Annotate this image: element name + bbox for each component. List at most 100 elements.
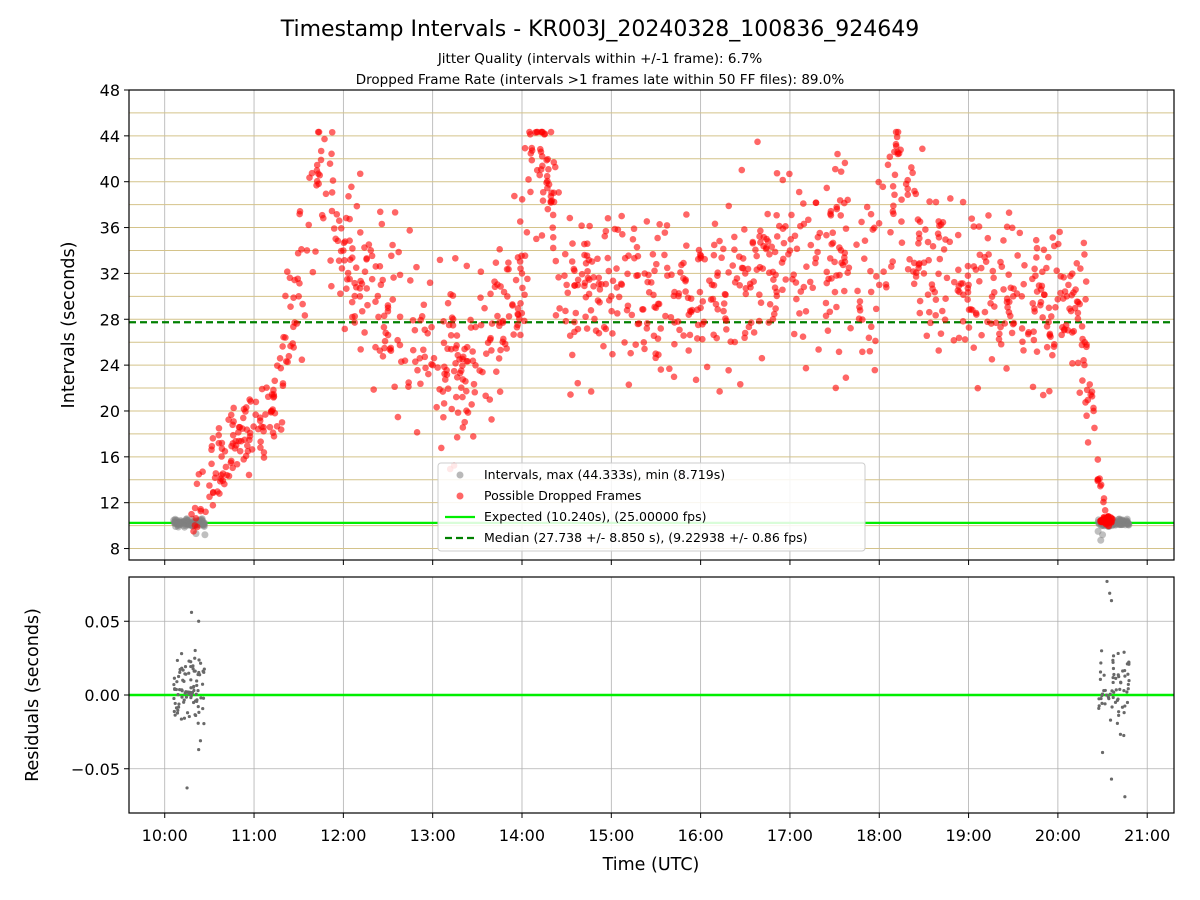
dropped-frame-point-1030: [568, 258, 576, 265]
dropped-frame-point-1026: [828, 240, 835, 248]
dropped-frame-point-895: [406, 227, 414, 234]
dropped-frame-point-556: [764, 238, 772, 245]
residual-point-165: [1100, 750, 1105, 755]
dropped-frame-point-1138: [822, 299, 830, 307]
dropped-frame-point-1032: [464, 409, 472, 416]
dropped-frame-point-914: [287, 342, 294, 350]
dropped-frame-point-1128: [247, 398, 254, 405]
dropped-frame-point-373: [191, 504, 199, 512]
dropped-frame-point-1175: [1045, 304, 1053, 312]
dropped-frame-point-739: [242, 452, 250, 460]
dropped-frame-point-1126: [731, 278, 739, 286]
dropped-frame-point-1179: [1094, 476, 1102, 484]
dropped-frame-point-1056: [1031, 308, 1038, 315]
dropped-frame-point-188: [950, 337, 958, 344]
top-ytick-label-0: 8: [110, 540, 120, 559]
dropped-frame-point-178: [630, 225, 638, 233]
dropped-frame-point-803: [977, 264, 985, 272]
residual-point-49: [185, 711, 190, 715]
dropped-frame-point-186: [699, 335, 706, 343]
dropped-frame-point-528: [898, 196, 905, 203]
dropped-frame-point-28: [841, 159, 849, 167]
dropped-frame-point-585: [587, 388, 595, 395]
dropped-frame-point-106: [693, 335, 701, 342]
dropped-frame-point-1066: [697, 252, 705, 260]
dropped-frame-point-442: [663, 264, 671, 272]
dropped-frame-point-462: [322, 190, 330, 198]
dropped-frame-point-289: [609, 330, 616, 337]
dropped-frame-point-931: [932, 198, 940, 206]
residual-point-25: [176, 708, 180, 713]
dropped-frame-point-729: [348, 183, 355, 191]
dropped-frame-point-628: [996, 330, 1003, 338]
top-ytick-label-2: 16: [100, 448, 120, 467]
residual-point-149: [1111, 660, 1115, 665]
dropped-frame-point-1031: [831, 165, 839, 173]
dropped-frame-point-1112: [643, 325, 651, 332]
dropped-frame-point-290: [988, 356, 996, 363]
dropped-frame-point-422: [786, 170, 793, 178]
interval-point-183: [1097, 536, 1105, 544]
dropped-frame-point-360: [951, 278, 958, 286]
top-ytick-label-6: 32: [100, 264, 120, 283]
dropped-frame-point-773: [417, 380, 424, 388]
dropped-frame-point-180: [452, 254, 459, 262]
dropped-frame-point-595: [584, 267, 591, 275]
dropped-frame-point-1042: [992, 319, 1000, 327]
residual-point-105: [1102, 673, 1106, 677]
dropped-frame-point-339: [611, 225, 619, 233]
dropped-frame-point-869: [955, 266, 962, 274]
dropped-frame-point-64: [421, 353, 429, 361]
dropped-frame-point-252: [788, 211, 795, 219]
dropped-frame-point-790: [652, 354, 659, 362]
dropped-frame-point-1097: [252, 411, 259, 419]
dropped-frame-point-436: [981, 253, 988, 261]
dropped-frame-point-1083: [541, 131, 548, 138]
dropped-frame-point-815: [436, 385, 443, 393]
dropped-frame-point-350: [447, 345, 455, 353]
dropped-frame-point-819: [624, 302, 632, 310]
dropped-frame-point-205: [835, 348, 843, 356]
dropped-frame-point-1095: [990, 274, 997, 282]
dropped-frame-point-1073: [358, 280, 366, 288]
dropped-frame-point-283: [453, 332, 461, 339]
dropped-frame-point-1151: [206, 482, 213, 489]
dropped-frame-point-891: [814, 248, 821, 256]
dropped-frame-point-1162: [532, 129, 539, 136]
dropped-frame-point-712: [581, 282, 588, 290]
residual-point-75: [189, 686, 193, 690]
dropped-frame-point-372: [757, 239, 764, 246]
dropped-frame-point-635: [470, 380, 478, 388]
dropped-frame-point-902: [496, 322, 503, 330]
dropped-frame-point-976: [417, 316, 424, 324]
residual-point-159: [197, 747, 201, 752]
dropped-frame-point-111: [586, 222, 593, 230]
dropped-frame-point-36: [608, 307, 615, 315]
dropped-frame-point-1104: [270, 393, 278, 400]
residual-point-116: [1097, 706, 1101, 710]
dropped-frame-point-466: [477, 294, 484, 301]
dropped-frame-point-1123: [872, 305, 880, 313]
dropped-frame-point-77: [420, 301, 428, 309]
residual-point-145: [1103, 702, 1107, 706]
dropped-frame-point-201: [729, 262, 737, 269]
residual-point-95: [1126, 682, 1130, 687]
dropped-frame-point-588: [453, 342, 460, 349]
dropped-frame-point-1131: [762, 245, 770, 253]
dropped-frame-point-137: [351, 319, 359, 326]
dropped-frame-point-837: [942, 236, 949, 243]
dropped-frame-point-50: [779, 286, 786, 294]
dropped-frame-point-1164: [608, 293, 615, 300]
residual-point-101: [1097, 704, 1101, 708]
dropped-frame-point-580: [713, 334, 720, 342]
dropped-frame-point-1121: [756, 291, 763, 298]
dropped-frame-point-327: [414, 366, 421, 374]
dropped-frame-point-499: [926, 198, 933, 205]
dropped-frame-point-1210: [1100, 517, 1108, 525]
dropped-frame-point-1154: [295, 293, 303, 300]
residual-point-15: [200, 682, 205, 686]
residual-point-130: [1122, 733, 1126, 738]
dropped-frame-point-643: [823, 268, 831, 276]
residual-point-82: [194, 692, 198, 696]
dropped-frame-point-851: [376, 347, 384, 354]
